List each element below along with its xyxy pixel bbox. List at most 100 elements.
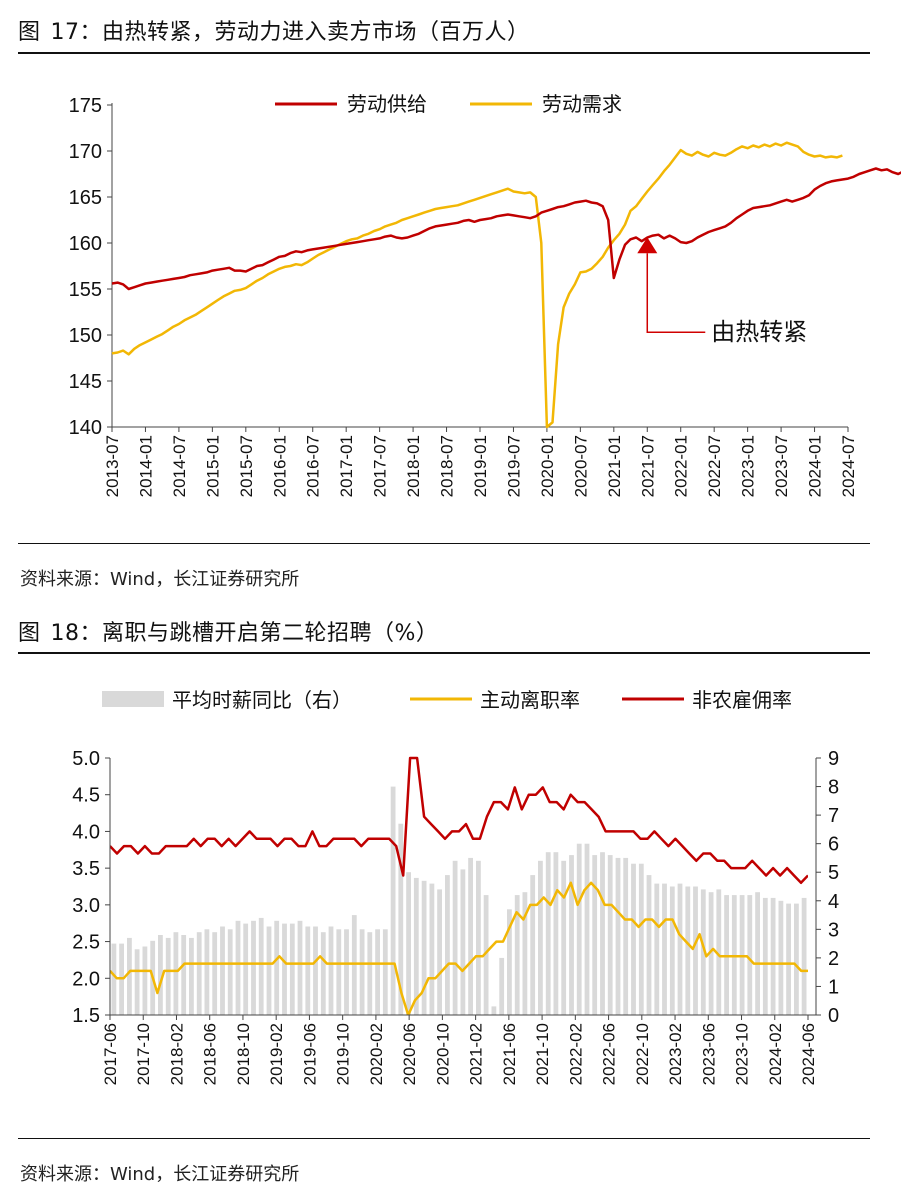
wage-bar: [708, 892, 714, 1015]
x-tick-label: 2013-07: [103, 435, 122, 497]
y-tick-label: 165: [69, 187, 102, 209]
wage-bar: [631, 863, 636, 1015]
y-tick-label: 155: [69, 279, 102, 301]
wage-bar: [530, 875, 536, 1015]
wage-bar: [747, 895, 753, 1015]
y-tick-label-left: 1.5: [72, 1005, 100, 1027]
wage-bar: [189, 937, 194, 1015]
x-tick-label: 2019-10: [334, 1023, 353, 1085]
x-tick-label: 2020-07: [571, 435, 590, 497]
wage-bar: [576, 843, 582, 1015]
x-tick-label: 2017-07: [371, 435, 390, 497]
wage-bar: [398, 823, 404, 1015]
y-tick-label: 140: [69, 417, 102, 439]
wage-bar: [794, 903, 799, 1015]
wage-bar: [801, 897, 807, 1015]
wage-bar: [382, 929, 388, 1015]
wage-bar: [429, 883, 435, 1015]
series-line-demand: [111, 141, 843, 429]
wage-bar: [755, 892, 760, 1015]
fig18-number: 18：: [50, 621, 103, 646]
wage-bar: [538, 860, 543, 1015]
y-tick-label-left: 3.0: [72, 895, 100, 917]
fig17-title-text: 由热转紧，劳动力进入卖方市场（百万人）: [102, 20, 530, 45]
legend-label-hires: 非农雇佣率: [692, 688, 792, 712]
wage-bar: [196, 932, 202, 1015]
fig18-title-text: 离职与跳槽开启第二轮招聘（%）: [102, 621, 439, 646]
wage-bar: [460, 869, 466, 1015]
x-tick-label: 2017-06: [101, 1023, 120, 1085]
wage-bar: [320, 932, 326, 1015]
x-tick-label: 2015-01: [203, 435, 222, 497]
wage-bar: [452, 860, 458, 1015]
wage-bar: [142, 946, 148, 1015]
x-tick-label: 2018-07: [438, 435, 457, 497]
series-line-supply: [111, 167, 901, 291]
wage-bar: [778, 900, 784, 1015]
wage-bar: [181, 935, 187, 1015]
wage-bar: [390, 786, 396, 1015]
wage-bar: [282, 923, 287, 1015]
wage-bar: [158, 935, 163, 1015]
wage-bar: [127, 937, 132, 1015]
x-tick-label: 2021-06: [500, 1023, 519, 1085]
fig18-title: 图 18：离职与跳槽开启第二轮招聘（%）: [18, 615, 438, 647]
wage-bar: [693, 886, 698, 1015]
y-tick-label-right: 9: [828, 748, 839, 770]
fig18-label: 图: [18, 621, 41, 646]
wage-bar: [592, 855, 598, 1015]
wage-bar: [313, 926, 318, 1015]
fig17-source: 资料来源：Wind，长江证券研究所: [20, 569, 300, 590]
wage-bar: [499, 957, 505, 1015]
x-tick-label: 2023-06: [699, 1023, 718, 1085]
series-line-quits: [110, 881, 808, 1015]
fig17-number: 17：: [50, 20, 103, 45]
y-tick-label: 160: [69, 233, 102, 255]
wage-bar: [491, 1006, 497, 1015]
wage-bar: [716, 889, 722, 1015]
wage-bar: [375, 929, 380, 1015]
x-tick-label: 2024-01: [806, 435, 825, 497]
y-tick-label-left: 5.0: [72, 748, 100, 770]
x-tick-label: 2024-06: [799, 1023, 818, 1085]
wage-bar: [251, 920, 256, 1015]
wage-bar: [220, 926, 225, 1015]
y-tick-label-right: 3: [828, 919, 839, 941]
fig18-top-rule: [18, 652, 870, 654]
wage-bar: [421, 880, 427, 1015]
y-tick-label-left: 2.5: [72, 932, 100, 954]
x-tick-label: 2021-10: [533, 1023, 552, 1085]
y-tick-label-right: 2: [828, 948, 839, 970]
x-tick-label: 2016-07: [304, 435, 323, 497]
x-tick-label: 2014-07: [170, 435, 189, 497]
x-tick-label: 2023-02: [666, 1023, 685, 1085]
legend-label-supply: 劳动供给: [347, 92, 427, 116]
wage-bar: [406, 872, 411, 1015]
wage-bar: [623, 857, 629, 1015]
x-tick-label: 2021-01: [605, 435, 624, 497]
wage-bar: [685, 886, 691, 1015]
wage-bar: [204, 929, 210, 1015]
x-tick-label: 2024-07: [839, 435, 858, 497]
wage-bar: [336, 929, 342, 1015]
y-tick-label-left: 4.5: [72, 785, 100, 807]
wage-bar: [662, 883, 667, 1015]
wage-bar: [569, 855, 574, 1015]
x-tick-label: 2023-01: [739, 435, 758, 497]
y-tick-label: 175: [69, 95, 102, 117]
x-tick-label: 2016-01: [270, 435, 289, 497]
y-tick-label-right: 8: [828, 777, 839, 799]
x-tick-label: 2014-01: [136, 435, 155, 497]
wage-bar: [212, 932, 218, 1015]
wage-bar: [584, 843, 590, 1015]
x-tick-label: 2018-01: [404, 435, 423, 497]
wage-bar: [514, 895, 520, 1015]
wage-bar: [669, 886, 675, 1015]
wage-bar: [700, 889, 706, 1015]
wage-bar: [654, 883, 660, 1015]
wage-bar: [165, 937, 171, 1015]
wage-bar: [266, 926, 272, 1015]
x-tick-label: 2019-02: [267, 1023, 286, 1085]
fig17-top-rule: [18, 52, 870, 54]
wage-bar: [762, 897, 768, 1015]
